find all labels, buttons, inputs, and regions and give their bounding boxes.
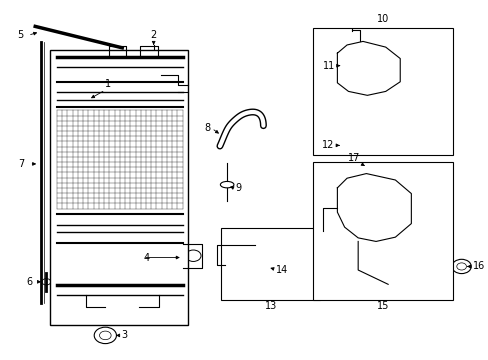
Text: 16: 16: [472, 261, 484, 271]
Text: 15: 15: [376, 301, 389, 311]
Text: 2: 2: [150, 30, 157, 40]
Text: 7: 7: [19, 159, 25, 169]
Bar: [50, 50, 187, 325]
Text: 9: 9: [234, 183, 241, 193]
Bar: [221, 228, 320, 300]
Text: 12: 12: [321, 140, 333, 150]
Text: 1: 1: [104, 79, 111, 89]
Text: 13: 13: [264, 301, 276, 311]
Text: 4: 4: [143, 252, 150, 262]
Text: 6: 6: [26, 277, 32, 287]
Text: 5: 5: [18, 30, 24, 40]
Text: 11: 11: [322, 61, 334, 71]
Bar: [313, 28, 452, 155]
Bar: [313, 162, 452, 300]
Text: 14: 14: [275, 265, 287, 275]
Text: 3: 3: [121, 330, 127, 341]
Text: 10: 10: [376, 14, 388, 23]
Text: 17: 17: [347, 153, 359, 163]
Text: 8: 8: [203, 123, 210, 133]
